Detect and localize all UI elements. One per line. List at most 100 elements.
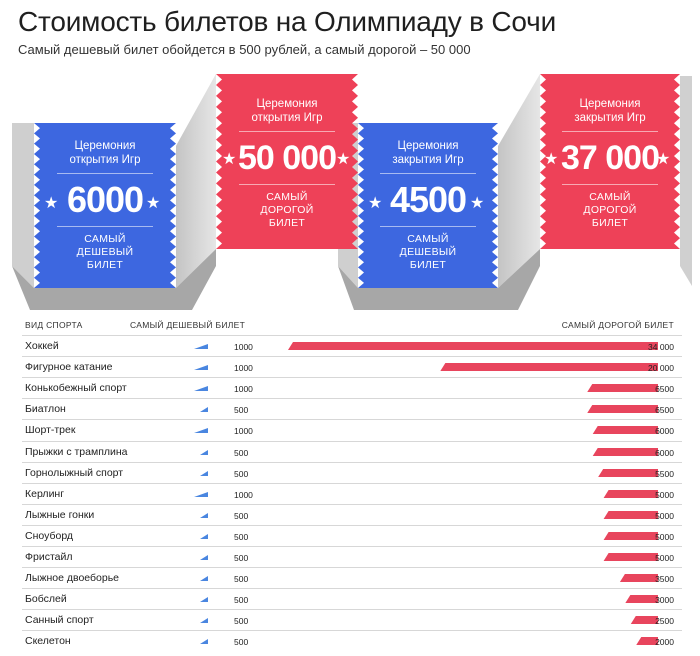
column-header-sport: ВИД СПОРТА <box>25 320 83 330</box>
max-price-bar <box>625 595 658 604</box>
sport-name: Сноуборд <box>25 529 74 542</box>
star-icon: ★ <box>146 195 161 212</box>
divider <box>239 131 335 132</box>
divider <box>380 226 476 227</box>
sport-name: Прыжки с трамплина <box>25 445 128 458</box>
sport-name: Бобслей <box>25 593 67 606</box>
min-price-bar <box>200 512 208 518</box>
min-price-mark <box>200 639 208 645</box>
ticket-2: Церемония открытия Игр 50 000 САМЫЙ ДОРО… <box>216 97 358 230</box>
ticket-caption: Церемония открытия Игр <box>69 140 141 166</box>
min-price-label: 500 <box>234 531 249 542</box>
max-price-bar <box>636 637 658 646</box>
min-price-bar <box>194 365 208 371</box>
table-row: Биатлон 500 6500 <box>22 398 682 419</box>
max-price-mark <box>603 553 658 561</box>
ticket-red-2 <box>540 74 680 249</box>
ticket-3: Церемония закрытия Игр 4500 САМЫЙ ДЕШЕВЫ… <box>358 139 498 272</box>
min-price-mark <box>200 555 208 560</box>
column-header-max: САМЫЙ ДОРОГОЙ БИЛЕТ <box>561 320 674 330</box>
min-price-bar <box>194 428 208 434</box>
ticket-value: 4500 <box>389 179 467 220</box>
ribbon-step-right <box>498 74 540 288</box>
divider <box>239 184 335 185</box>
min-price-bar <box>194 344 208 349</box>
min-price-label: 500 <box>234 637 249 648</box>
min-price-label: 1000 <box>234 426 253 437</box>
ribbon-top-left <box>12 123 34 288</box>
ticket-blue-1 <box>34 123 176 288</box>
max-price-bar <box>603 531 658 540</box>
divider <box>57 226 153 227</box>
sport-name: Горнолыжный спорт <box>25 466 124 479</box>
min-price-bar <box>200 618 208 624</box>
table-row: Керлинг 1000 5000 <box>22 482 682 504</box>
sport-name: Конькобежный спорт <box>25 382 127 395</box>
min-price-bar <box>200 639 208 645</box>
max-price-bar <box>592 426 658 435</box>
max-price-label: 5000 <box>655 553 674 563</box>
star-icon: ★ <box>544 151 559 168</box>
min-price-mark <box>200 618 208 624</box>
page-subtitle: Самый дешевый билет обойдется в 500 рубл… <box>18 42 471 57</box>
min-price-label: 1000 <box>234 489 253 500</box>
sport-name: Шорт-трек <box>25 424 76 437</box>
max-price-mark <box>592 426 658 435</box>
star-icon: ★ <box>368 195 383 212</box>
min-price-label: 500 <box>234 553 249 563</box>
max-price-label: 6000 <box>655 426 674 437</box>
table-row: Бобслей 500 3000 <box>22 588 682 609</box>
min-price-label: 500 <box>234 510 249 521</box>
min-price-mark <box>200 512 208 518</box>
table-row: Шорт-трек 1000 6000 <box>22 419 682 440</box>
min-price-label: 500 <box>234 405 249 416</box>
max-price-mark <box>587 384 658 393</box>
sport-name: Скелетон <box>25 635 71 648</box>
min-price-bar <box>194 491 208 497</box>
min-price-mark <box>200 407 208 413</box>
ticket-subcaption: САМЫЙ ДЕШЕВЫЙ БИЛЕТ <box>399 233 457 271</box>
table-row: Лыжные гонки 500 5000 <box>22 503 682 525</box>
max-price-mark <box>587 405 658 414</box>
ticket-subcaption: САМЫЙ ДЕШЕВЫЙ БИЛЕТ <box>76 233 134 271</box>
min-price-bar <box>200 597 208 603</box>
table-row: Лыжное двоеборье 500 3500 <box>22 567 682 588</box>
min-price-mark <box>194 365 208 371</box>
star-icon: ★ <box>656 151 671 168</box>
min-price-mark <box>194 386 208 392</box>
table-row: Санный спорт 500 2500 <box>22 609 682 630</box>
max-price-mark <box>603 489 658 498</box>
max-price-label: 34 000 <box>648 342 674 352</box>
max-price-bar <box>592 447 658 456</box>
sport-name: Биатлон <box>25 403 66 416</box>
max-price-bar <box>603 510 658 519</box>
min-price-mark <box>194 428 208 434</box>
divider <box>57 173 153 174</box>
star-icon: ★ <box>336 151 351 168</box>
min-price-mark <box>200 533 208 539</box>
max-price-bar <box>603 489 658 498</box>
min-price-bar <box>200 533 208 539</box>
max-price-bar <box>288 342 658 350</box>
divider <box>380 173 476 174</box>
table-row: Скелетон 500 2000 <box>22 630 682 651</box>
max-price-mark <box>630 616 658 625</box>
table-row: Прыжки с трамплина 500 6000 <box>22 440 682 462</box>
ticket-red-1 <box>216 74 358 249</box>
min-price-bar <box>200 576 208 582</box>
table-row: Фигурное катание 1000 20 000 <box>22 356 682 377</box>
min-price-label: 500 <box>234 574 249 585</box>
ribbon-bottom-right <box>338 249 540 310</box>
min-price-label: 1000 <box>234 342 253 352</box>
max-price-label: 5000 <box>655 531 674 542</box>
max-price-mark <box>288 342 658 350</box>
max-price-bar <box>603 553 658 561</box>
max-price-label: 5500 <box>655 468 674 479</box>
max-price-label: 2000 <box>655 637 674 648</box>
max-price-bar <box>587 405 658 414</box>
divider <box>562 131 658 132</box>
min-price-bar <box>200 470 208 476</box>
ticket-value: 6000 <box>66 179 144 220</box>
min-price-label: 500 <box>234 447 249 458</box>
max-price-label: 3500 <box>655 574 674 585</box>
